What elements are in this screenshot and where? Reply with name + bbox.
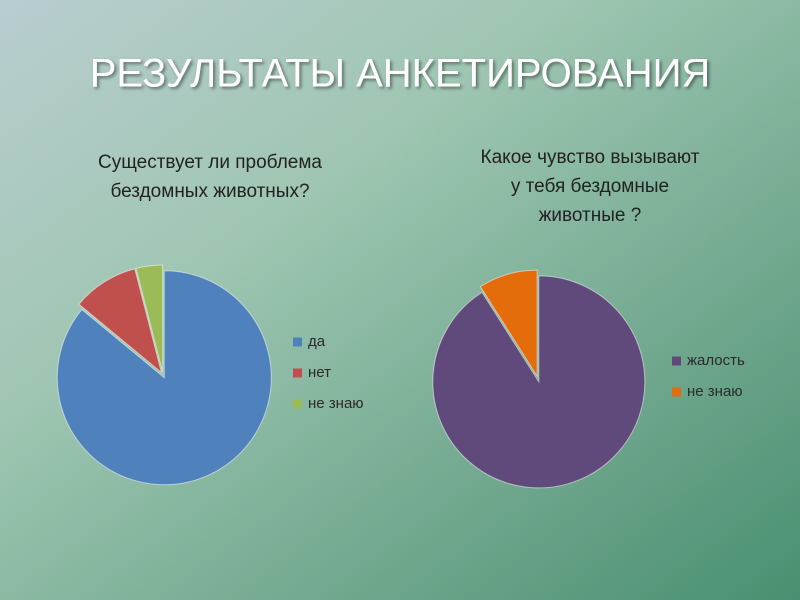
chart-title: Какое чувство вызывают bbox=[481, 147, 700, 168]
legend-swatch bbox=[293, 399, 302, 409]
legend-text: жалость bbox=[687, 352, 745, 369]
legend-swatch bbox=[293, 368, 302, 378]
chart-title: Существует ли проблема bbox=[98, 152, 322, 173]
chart-title: у тебя бездомные bbox=[511, 176, 669, 197]
legend-text: не знаю bbox=[308, 395, 364, 412]
chart-title: животные ? bbox=[539, 205, 642, 226]
pie-slice bbox=[479, 269, 538, 378]
pie-slice bbox=[78, 268, 163, 374]
legend-swatch bbox=[672, 387, 681, 397]
legend-text: нет bbox=[308, 364, 331, 381]
legend-swatch bbox=[293, 337, 302, 347]
slide-title: РЕЗУЛЬТАТЫ АНКЕТИРОВАНИЯ bbox=[90, 52, 711, 96]
legend-text: не знаю bbox=[687, 383, 743, 400]
legend-text: да bbox=[308, 333, 326, 350]
pie-slice bbox=[56, 270, 272, 486]
legend-swatch bbox=[672, 356, 681, 366]
chart-title: бездомных животных? bbox=[110, 181, 309, 202]
pie-slice bbox=[135, 264, 164, 373]
pie-slice bbox=[432, 275, 646, 489]
